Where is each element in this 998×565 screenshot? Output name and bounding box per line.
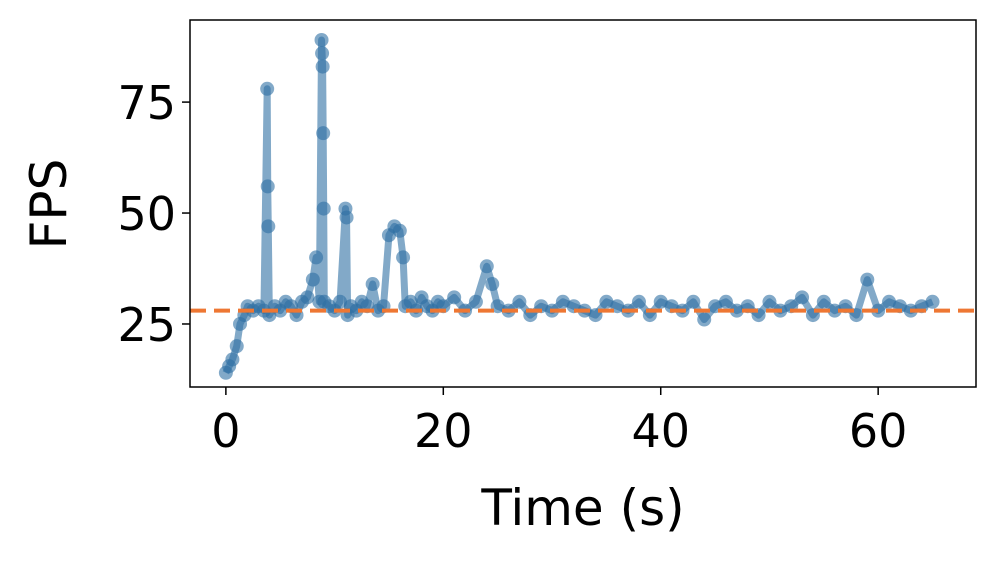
- data-point: [653, 294, 668, 309]
- y-tick-label: 75: [117, 76, 176, 130]
- data-point: [396, 250, 411, 265]
- data-point: [697, 312, 712, 327]
- data-point: [339, 210, 354, 225]
- data-point: [555, 294, 570, 309]
- data-point: [512, 294, 527, 309]
- data-point: [795, 290, 810, 305]
- data-point: [229, 339, 244, 354]
- data-point: [599, 294, 614, 309]
- x-tick-label: 40: [631, 404, 690, 458]
- data-point: [729, 303, 744, 318]
- data-point: [631, 294, 646, 309]
- plot-frame: [189, 19, 977, 388]
- data-point: [225, 352, 240, 367]
- data-point: [871, 303, 886, 318]
- data-point: [686, 294, 701, 309]
- data-point: [333, 294, 348, 309]
- data-point: [260, 81, 275, 96]
- data-point: [490, 299, 505, 314]
- y-tick-label: 50: [117, 187, 176, 241]
- y-tick-label: 25: [117, 298, 176, 352]
- data-point: [925, 294, 940, 309]
- data-point: [762, 294, 777, 309]
- data-point: [447, 290, 462, 305]
- data-point: [305, 272, 320, 287]
- data-point: [365, 277, 380, 292]
- data-point: [300, 290, 315, 305]
- data-point: [485, 277, 500, 292]
- data-point: [392, 223, 407, 238]
- x-axis-label: Time (s): [480, 479, 684, 537]
- data-point: [860, 272, 875, 287]
- data-point: [260, 179, 275, 194]
- data-point: [816, 294, 831, 309]
- x-tick-label: 60: [849, 404, 908, 458]
- data-point: [882, 294, 897, 309]
- data-point: [316, 126, 331, 141]
- series-line: [222, 36, 934, 375]
- data-point: [718, 294, 733, 309]
- data-point: [309, 250, 324, 265]
- x-tick-label: 20: [414, 404, 473, 458]
- x-tick-label: 0: [211, 404, 240, 458]
- data-point: [468, 294, 483, 309]
- data-point: [315, 59, 330, 74]
- data-point: [261, 219, 276, 234]
- data-point: [315, 46, 330, 61]
- data-point: [479, 259, 494, 274]
- data-point: [314, 32, 329, 47]
- y-axis-label: FPS: [20, 159, 78, 250]
- data-point: [827, 303, 842, 318]
- data-point: [316, 201, 331, 216]
